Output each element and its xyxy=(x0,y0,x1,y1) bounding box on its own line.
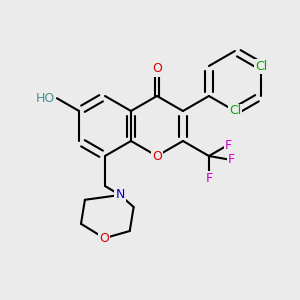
Text: O: O xyxy=(100,232,109,245)
Text: F: F xyxy=(227,153,235,166)
Text: Cl: Cl xyxy=(255,59,267,73)
Text: O: O xyxy=(152,62,162,76)
Text: F: F xyxy=(206,172,212,185)
Text: HO: HO xyxy=(36,92,56,105)
Text: N: N xyxy=(115,188,125,202)
Text: Cl: Cl xyxy=(229,104,241,118)
Text: O: O xyxy=(152,149,162,163)
Text: F: F xyxy=(225,139,232,152)
